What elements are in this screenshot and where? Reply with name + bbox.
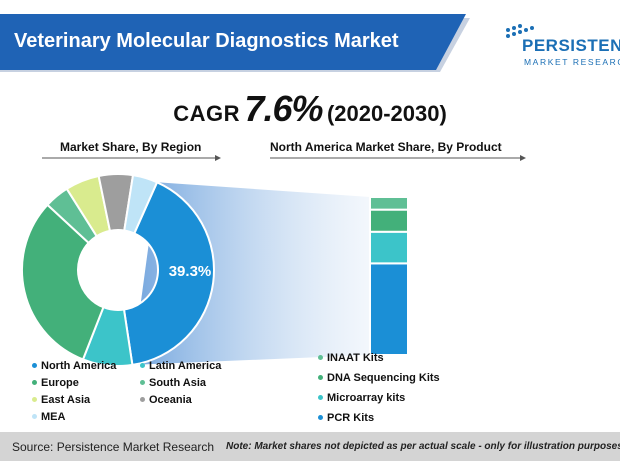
legend-item-mea: MEA <box>32 411 65 423</box>
logo-name: PERSISTENCE <box>522 36 620 55</box>
bar-segment-pcr-kits <box>369 262 409 356</box>
cagr-value: 7.6% <box>244 88 323 129</box>
legend-label: PCR Kits <box>327 412 375 424</box>
legend-swatch-icon <box>318 394 323 400</box>
legend-label: East Asia <box>41 394 91 406</box>
legend-label: INAAT Kits <box>327 352 384 364</box>
legend-swatch-icon <box>32 396 37 402</box>
legend-swatch-icon <box>318 414 323 420</box>
cagr-period: (2020-2030) <box>326 101 447 126</box>
legend-swatch-icon <box>32 362 37 368</box>
legend-swatch-icon <box>140 396 145 402</box>
data-label-north-america: 39.3% <box>169 263 212 280</box>
legend-label: Latin America <box>149 360 222 372</box>
cagr-label: CAGR <box>173 101 240 126</box>
footer-bar: Source: Persistence Market Research Note… <box>0 432 620 461</box>
persistence-logo-icon <box>506 24 534 38</box>
footnote-text: Note: Market shares not depicted as per … <box>226 441 620 452</box>
product-title-arrow-icon <box>520 155 526 161</box>
legend-swatch-icon <box>140 362 145 368</box>
legend-item-latin-america: Latin America <box>140 360 221 372</box>
legend-label: North America <box>41 360 117 372</box>
legend-label: Oceania <box>149 394 192 406</box>
legend-label: DNA Sequencing Kits <box>327 372 440 384</box>
bar-segment-dna-sequencing-kits <box>369 208 409 233</box>
product-section-title: North America Market Share, By Product <box>270 140 502 154</box>
title-banner <box>0 14 480 76</box>
legend-item-dna-sequencing-kits: DNA Sequencing Kits <box>318 372 440 384</box>
page-title: Veterinary Molecular Diagnostics Market <box>14 30 399 52</box>
region-section-title: Market Share, By Region <box>60 140 202 154</box>
legend-item-east-asia: East Asia <box>32 394 90 406</box>
legend-item-oceania: Oceania <box>140 394 192 406</box>
legend-item-pcr-kits: PCR Kits <box>318 412 374 424</box>
donut-slice-north-america <box>122 180 215 367</box>
legend-swatch-icon <box>318 374 323 380</box>
legend-swatch-icon <box>318 354 323 360</box>
legend-label: South Asia <box>149 377 207 389</box>
legend-label: MEA <box>41 411 66 423</box>
cagr-headline: CAGR 7.6% (2020-2030) <box>0 88 620 130</box>
legend-item-microarray-kits: Microarray kits <box>318 392 405 404</box>
logo-tagline: MARKET RESEARCH <box>524 57 620 67</box>
bar-segment-inaat-kits <box>369 196 409 211</box>
legend-item-north-america: North America <box>32 360 116 372</box>
legend-label: Microarray kits <box>327 392 406 404</box>
legend-swatch-icon <box>140 379 145 385</box>
donut-slice-europe <box>21 203 105 361</box>
legend-item-inaat-kits: INAAT Kits <box>318 352 384 364</box>
legend-label: Europe <box>41 377 79 389</box>
legend-swatch-icon <box>32 379 37 385</box>
legend-swatch-icon <box>32 413 37 419</box>
title-banner-shape <box>0 14 470 72</box>
legend-item-south-asia: South Asia <box>140 377 206 389</box>
bar-segment-microarray-kits <box>369 230 409 265</box>
region-title-arrow-icon <box>215 155 221 161</box>
source-text: Source: Persistence Market Research <box>12 440 215 454</box>
donut-slice-mea <box>123 174 159 235</box>
legend-item-europe: Europe <box>32 377 79 389</box>
